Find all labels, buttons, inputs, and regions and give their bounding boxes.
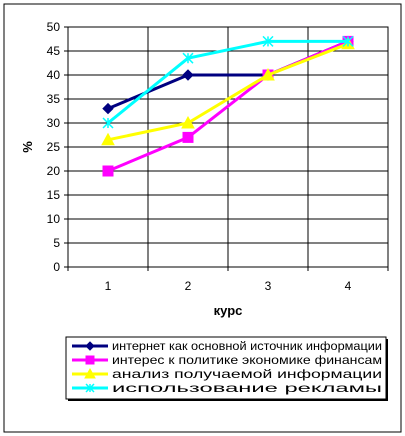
legend-label: интерес к политике экономике финансам — [112, 353, 382, 367]
tick-labels: 0 5 10 15 20 25 30 35 40 45 50 1 2 3 4 — [47, 20, 352, 293]
x-tick-label: 2 — [185, 279, 192, 293]
legend-box — [65, 336, 387, 400]
triangle-marker — [84, 367, 96, 379]
legend-entry-4: использование рекламы — [72, 381, 382, 395]
y-tick-label: 45 — [47, 44, 61, 58]
triangle-marker — [261, 67, 275, 81]
y-tick-label: 30 — [47, 116, 61, 130]
x-tick-label: 3 — [265, 279, 272, 293]
series-line — [107, 39, 348, 125]
legend-entry-1: интернет как основной источник информаци… — [72, 339, 382, 353]
series-4 — [102, 35, 354, 129]
y-tick-label: 20 — [47, 164, 61, 178]
y-tick-label: 50 — [47, 20, 61, 34]
diamond-marker — [102, 102, 114, 115]
x-tick-label: 4 — [345, 279, 352, 293]
square-marker — [102, 165, 114, 177]
triangle-marker — [101, 132, 115, 146]
square-marker — [182, 131, 194, 143]
legend-label: использование рекламы — [112, 381, 382, 395]
square-marker — [85, 355, 95, 365]
series-lines — [101, 35, 355, 177]
legend-label: интернет как основной источник информаци… — [112, 339, 382, 353]
y-tick-label: 15 — [47, 188, 61, 202]
y-axis-title: % — [20, 141, 35, 153]
series-line — [107, 42, 349, 142]
y-tick-label: 35 — [47, 92, 61, 106]
legend: интернет как основной источник информаци… — [65, 336, 388, 401]
triangle-marker — [181, 115, 195, 129]
x-axis-title: курс — [214, 303, 243, 318]
legend-entry-3: анализ получаемой информации — [72, 367, 382, 381]
legend-label: анализ получаемой информации — [112, 367, 382, 381]
y-tick-label: 40 — [47, 68, 61, 82]
y-tick-label: 25 — [47, 140, 61, 154]
diamond-marker — [182, 69, 194, 81]
axes — [64, 26, 389, 271]
legend-entry-2: интерес к политике экономике финансам — [72, 353, 382, 367]
x-tick-label: 1 — [105, 279, 112, 293]
y-tick-label: 0 — [53, 260, 60, 274]
y-tick-label: 10 — [47, 212, 61, 226]
plot-area-border — [67, 26, 389, 268]
y-tick-label: 5 — [53, 236, 60, 250]
diamond-marker — [85, 341, 95, 351]
